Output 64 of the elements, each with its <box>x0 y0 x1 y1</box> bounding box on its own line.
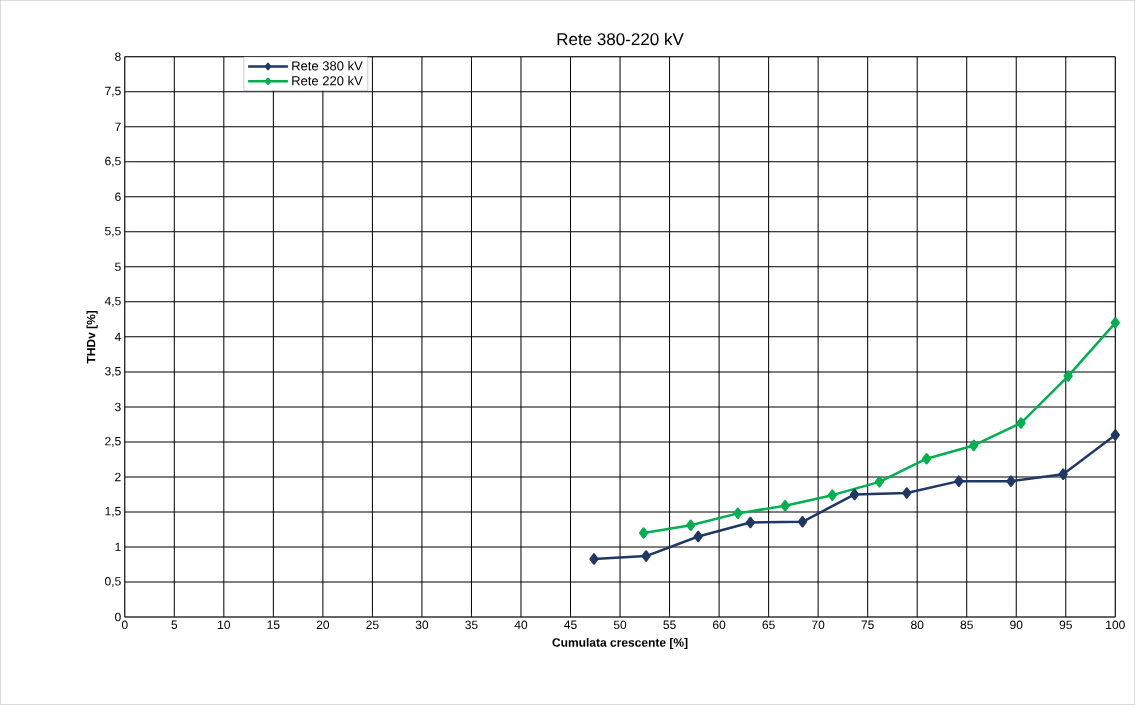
x-tick-label: 70 <box>812 620 825 630</box>
point <box>1110 317 1120 329</box>
x-tick-label: 45 <box>564 620 577 630</box>
x-tick-label: 20 <box>316 620 330 630</box>
point <box>1006 475 1016 488</box>
point <box>745 516 756 529</box>
legend-label: Rete 220 kV <box>292 75 363 86</box>
y-tick-label: 4,5 <box>104 297 121 307</box>
y-tick-label: 2,5 <box>105 437 121 447</box>
x-tick-label: 90 <box>1010 620 1023 630</box>
y-tick-label: 6,5 <box>105 156 121 167</box>
x-tick-label: 25 <box>366 620 379 630</box>
point <box>1063 370 1073 382</box>
x-tick-label: 40 <box>514 620 528 630</box>
y-tick-label: 5,5 <box>105 227 121 237</box>
x-axis-title: Cumulata crescente [%] <box>552 638 688 650</box>
point <box>902 487 912 499</box>
legend-label: Rete 380 kV <box>292 61 363 71</box>
point <box>969 439 979 452</box>
point <box>693 530 703 543</box>
x-tick-label: 65 <box>762 620 775 630</box>
point <box>589 553 599 565</box>
x-tick-label: 30 <box>415 620 429 630</box>
x-tick-label: 75 <box>861 620 874 630</box>
point <box>1110 429 1120 441</box>
point <box>797 516 808 528</box>
point <box>1058 468 1068 481</box>
y-tick-label: 0 <box>115 612 121 622</box>
x-tick-label: 55 <box>663 620 676 630</box>
y-tick-label: 1 <box>115 542 121 552</box>
y-tick-label: 6 <box>115 192 121 202</box>
x-tick-label: 10 <box>218 620 231 630</box>
y-tick-label: 7,5 <box>105 86 121 97</box>
x-tick-label: 100 <box>1106 620 1125 630</box>
x-tick-label: 50 <box>613 620 627 630</box>
y-tick-label: 3,5 <box>105 367 121 377</box>
point <box>827 489 837 502</box>
y-tick-label: 8 <box>115 52 121 62</box>
point <box>921 453 932 465</box>
x-tick-label: 85 <box>960 620 973 630</box>
point <box>849 488 860 501</box>
x-tick-label: 95 <box>1059 620 1072 630</box>
y-tick-label: 0,5 <box>105 577 121 588</box>
point <box>733 507 743 520</box>
chart-title: Rete 380-220 kV <box>557 32 684 46</box>
y-axis-title: THDv [%] <box>86 310 98 364</box>
point <box>780 500 790 512</box>
x-tick-label: 15 <box>267 620 280 630</box>
y-tick-label: 7 <box>115 122 121 131</box>
y-tick-label: 4 <box>114 332 121 342</box>
x-tick-label: 35 <box>465 620 478 630</box>
x-tick-label: 80 <box>911 620 924 630</box>
x-tick-label: 60 <box>713 620 726 630</box>
point <box>874 476 885 488</box>
point <box>641 550 651 562</box>
y-tick-label: 5 <box>115 262 121 272</box>
y-tick-label: 2 <box>115 472 121 482</box>
point <box>1016 417 1026 429</box>
y-tick-label: 1,5 <box>105 507 121 517</box>
point <box>638 527 649 539</box>
point <box>686 519 696 532</box>
y-tick-label: 3 <box>115 402 121 412</box>
x-tick-label: 5 <box>171 620 178 630</box>
point <box>954 475 964 488</box>
